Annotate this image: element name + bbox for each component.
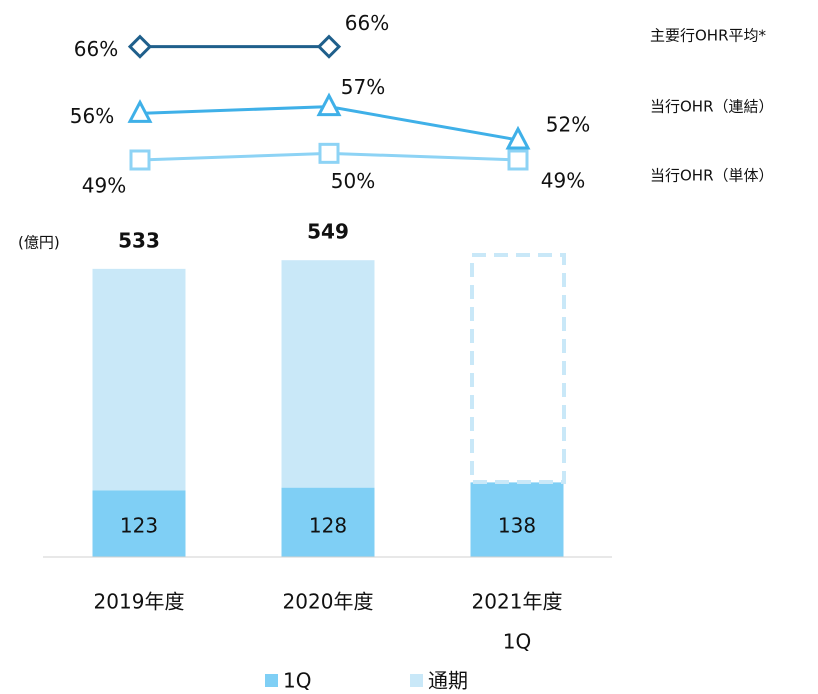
marker [507, 149, 529, 171]
marker [316, 34, 342, 59]
x-tick-label: 1Q [503, 630, 531, 654]
value-label: 66% [74, 37, 118, 61]
marker [316, 92, 342, 117]
value-label: 49% [541, 169, 585, 193]
bar [470, 482, 564, 557]
value-label: 128 [309, 514, 347, 538]
legend-swatch [265, 674, 278, 687]
x-tick-label: 2019年度 [94, 590, 185, 614]
value-label: 57% [341, 75, 385, 99]
marker [318, 142, 340, 164]
unit-label: (億円) [18, 234, 60, 252]
value-label: 66% [345, 11, 389, 35]
value-label: 123 [120, 514, 158, 538]
value-label: 138 [498, 514, 536, 538]
legend-label: 当行OHR（連結） [650, 98, 774, 116]
value-label: 50% [331, 169, 375, 193]
value-label: 49% [82, 174, 126, 198]
bar [281, 487, 375, 557]
forecast-outline [470, 253, 566, 484]
legend-label: 主要行OHR平均* [650, 27, 767, 45]
legend-swatch [410, 674, 423, 687]
legend-label: 当行OHR（単体） [650, 167, 774, 185]
marker [505, 125, 531, 150]
x-tick-label: 2020年度 [283, 590, 374, 614]
legend-label: 通期 [428, 669, 468, 693]
x-tick-label: 2021年度 [472, 590, 563, 614]
marker [127, 99, 153, 123]
marker [127, 34, 153, 59]
bar [92, 490, 186, 557]
value-label: 52% [546, 113, 590, 137]
legend-label: 1Q [283, 669, 311, 693]
value-label: 533 [118, 228, 160, 252]
value-label: 549 [307, 220, 349, 244]
marker [129, 149, 151, 171]
value-label: 56% [70, 104, 114, 128]
